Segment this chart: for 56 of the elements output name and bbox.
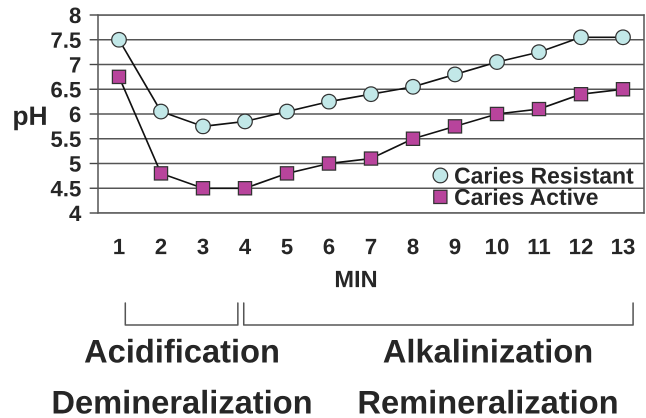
y-tick-label: 7.5 <box>51 32 81 48</box>
y-tick-label: 6.5 <box>51 82 81 98</box>
text: Demineralization <box>54 390 311 414</box>
point <box>111 32 127 48</box>
legend-label: Caries Active <box>455 188 598 206</box>
x-tick-label: 6 <box>324 238 334 254</box>
text: Acidification <box>84 338 278 363</box>
y-axis-title: pH <box>14 106 46 130</box>
y-tick-label: 6 <box>70 106 81 122</box>
point <box>490 106 504 122</box>
x-tick-label: 12 <box>570 238 592 254</box>
point <box>531 44 547 60</box>
point <box>196 181 210 196</box>
x-tick-label: 13 <box>612 238 635 254</box>
y-tick-label: 4.5 <box>50 181 81 197</box>
point <box>363 86 379 102</box>
x-tick-label: 2 <box>156 238 166 254</box>
point <box>279 104 295 120</box>
y-tick-label: 5 <box>70 156 81 172</box>
point <box>321 94 337 110</box>
legend-label: Caries Resistant <box>455 166 634 184</box>
point <box>615 29 631 46</box>
point <box>364 151 378 166</box>
point <box>532 102 546 116</box>
point <box>237 114 253 130</box>
point <box>573 29 589 46</box>
x-tick-label: 8 <box>408 238 418 254</box>
point <box>406 132 420 146</box>
x-tick-label: 3 <box>197 238 208 254</box>
point <box>616 82 630 96</box>
text: Remineralization <box>360 390 617 414</box>
x-tick-label: 11 <box>528 238 550 254</box>
x-tick-label: 4 <box>239 238 252 254</box>
x-tick-label: 10 <box>486 238 508 254</box>
y-tick-label: 4 <box>69 206 82 222</box>
x-tick-label: 9 <box>450 238 460 254</box>
y-tick-label: 5.5 <box>51 132 81 148</box>
point <box>195 118 211 134</box>
x-tick-label: 1 <box>114 238 125 254</box>
x-axis-title: MIN <box>336 270 376 288</box>
point <box>154 166 168 181</box>
point <box>112 70 126 84</box>
y-tick-label: 7 <box>70 57 80 73</box>
point <box>574 86 588 102</box>
point <box>489 54 505 70</box>
point <box>405 78 421 95</box>
point <box>280 166 294 181</box>
x-tick-label: 7 <box>366 238 376 254</box>
point <box>238 181 252 196</box>
y-tick-label: 8 <box>70 8 81 24</box>
point <box>322 156 336 171</box>
point <box>447 66 463 82</box>
text: Alkalinization <box>384 338 592 363</box>
point <box>448 119 462 134</box>
x-tick-label: 5 <box>282 238 293 254</box>
point <box>153 104 169 120</box>
